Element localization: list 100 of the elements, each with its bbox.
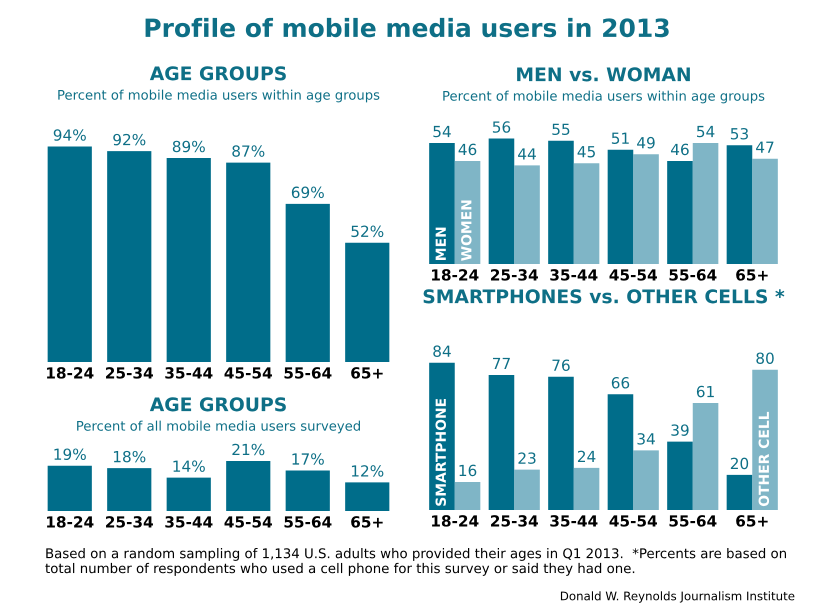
x-tick-label: 45-54 <box>610 515 657 527</box>
bar <box>752 158 778 264</box>
chart-subtitle: Percent of mobile media users within age groups <box>443 90 764 104</box>
bar <box>488 138 514 264</box>
chart-subtitle: Percent of all mobile media users surveyed <box>77 420 360 434</box>
bar <box>429 143 455 264</box>
bar <box>166 158 211 362</box>
bar <box>345 482 390 511</box>
text: Profile of mobile media users in 2013 <box>146 18 669 38</box>
data-label: 56 <box>492 121 510 133</box>
x-tick-label: 18-24 <box>47 367 94 379</box>
x-tick-label: 65+ <box>736 515 768 527</box>
series-label: OTHER CELL <box>758 412 770 506</box>
data-label: 16 <box>460 464 476 476</box>
bar <box>608 394 634 510</box>
x-tick-label: 18-24 <box>432 515 478 527</box>
data-label: 20 <box>730 458 748 470</box>
bar <box>692 403 718 510</box>
x-tick-label: 55-64 <box>284 367 332 379</box>
chart-title: SMARTPHONES vs. OTHER CELLS * <box>424 289 784 304</box>
bar <box>286 204 330 362</box>
data-label: 84 <box>433 345 451 357</box>
bar <box>633 450 659 510</box>
x-tick-label: 18-24 <box>47 516 94 528</box>
data-label: 92% <box>113 134 146 146</box>
bar <box>226 461 270 511</box>
bar <box>286 470 330 511</box>
data-label: 94% <box>54 129 86 141</box>
data-label: 12% <box>352 465 384 477</box>
x-tick-label: 45-54 <box>224 516 272 528</box>
data-label: 54 <box>433 126 451 138</box>
data-label: 18% <box>114 450 146 462</box>
x-tick-label: 65+ <box>351 367 383 379</box>
bar <box>608 150 634 264</box>
data-label: 45 <box>578 146 595 158</box>
bar <box>48 466 92 511</box>
data-label: 51 <box>612 132 629 144</box>
x-tick-label: 65+ <box>351 516 383 528</box>
bar <box>107 468 152 511</box>
x-tick-label: 25-34 <box>106 516 153 528</box>
data-label: 76 <box>552 359 570 372</box>
x-tick-label: 25-34 <box>106 367 153 379</box>
bar <box>667 160 693 264</box>
x-tick-label: 55-64 <box>284 516 332 528</box>
bar <box>166 478 211 511</box>
data-label: 34 <box>637 433 655 445</box>
data-label: 54 <box>697 126 714 138</box>
bar <box>514 165 540 264</box>
bar <box>548 140 574 264</box>
x-tick-label: 35-44 <box>165 367 212 379</box>
data-label: 49 <box>637 136 655 148</box>
data-label: 87% <box>232 145 264 157</box>
x-tick-label: 55-64 <box>670 269 716 281</box>
data-label: 17% <box>292 453 324 465</box>
chart-title: AGE GROUPS <box>150 66 286 80</box>
data-label: 52% <box>351 226 384 238</box>
bar <box>548 376 574 510</box>
bar <box>574 163 600 264</box>
x-tick-label: 55-64 <box>670 515 716 527</box>
bar <box>514 470 540 510</box>
text: Based on a random sampling of 1,134 U.S. adults who provided their ages in Q1 2013. *Percents are based on total number of respondents who used a cell phone for this survey or said they had one. <box>45 548 786 576</box>
chart-title: MEN vs. WOMAN <box>517 67 690 82</box>
data-label: 44 <box>518 148 536 160</box>
x-tick-label: 45-54 <box>610 269 657 281</box>
data-label: 89% <box>172 140 205 152</box>
bar <box>488 375 514 510</box>
chart-title: AGE GROUPS <box>150 397 286 412</box>
data-label: 23 <box>518 452 536 464</box>
data-label: 47 <box>756 142 774 153</box>
series-label: SMARTPHONE <box>435 398 446 506</box>
bar <box>726 474 752 510</box>
series-label: WOMEN <box>461 200 472 261</box>
data-label: 19% <box>54 448 86 460</box>
data-label: 61 <box>696 386 714 398</box>
bar <box>48 146 92 362</box>
data-label: 39 <box>671 424 689 436</box>
x-tick-label: 35-44 <box>165 516 212 528</box>
data-label: 24 <box>578 450 596 462</box>
chart-subtitle: Percent of mobile media users within age groups <box>58 90 380 102</box>
x-tick-label: 35-44 <box>550 269 598 281</box>
bar <box>667 442 693 510</box>
series-label: MEN <box>436 228 446 260</box>
data-label: 80 <box>756 352 774 364</box>
bar <box>345 242 390 362</box>
x-tick-label: 25-34 <box>491 515 538 527</box>
data-label: 53 <box>730 128 748 140</box>
text: Donald W. Reynolds Journalism Institute <box>560 591 794 603</box>
bar <box>692 143 718 264</box>
data-label: 66 <box>612 376 630 389</box>
x-tick-label: 45-54 <box>224 367 272 379</box>
x-tick-label: 18-24 <box>432 269 478 281</box>
data-label: 46 <box>458 144 476 156</box>
bar <box>633 154 659 264</box>
bar <box>107 151 152 362</box>
bar <box>454 482 480 510</box>
x-tick-label: 25-34 <box>491 269 538 281</box>
data-label: 69% <box>292 186 324 198</box>
data-label: 14% <box>173 460 205 472</box>
bar <box>574 468 600 510</box>
data-label: 21% <box>232 444 264 456</box>
